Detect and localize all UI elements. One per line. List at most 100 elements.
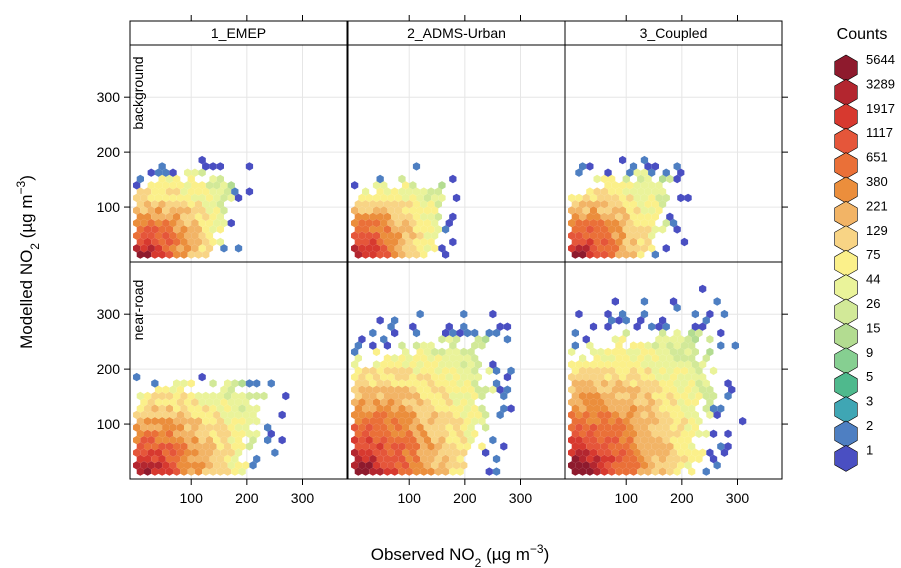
hexbin-cell (224, 442, 232, 451)
hexbin-cell (622, 225, 630, 234)
hexbin-cell (209, 200, 217, 209)
hexbin-cell (611, 461, 619, 470)
hexbin-cell (420, 391, 428, 401)
hexbin-cell (372, 461, 381, 470)
hexbin-cell (655, 435, 663, 445)
hexbin-cell (713, 410, 721, 420)
legend-hex (834, 371, 858, 399)
hexbin-cell (238, 467, 246, 476)
x-tick-label: 300 (291, 490, 315, 506)
legend-label: 3 (866, 394, 873, 409)
legend-label: 5644 (866, 52, 895, 67)
hexbin-cell (162, 181, 170, 190)
hexbin-cell (387, 448, 395, 457)
hexbin-cell (633, 206, 641, 215)
hexbin-cell (633, 218, 641, 228)
hexbin-cell (456, 429, 464, 438)
hexbin-cell (376, 391, 384, 401)
hexbin-cell (198, 181, 206, 190)
hexbin-cell (677, 435, 685, 445)
hexbin-cell (597, 448, 605, 457)
hexbin-cell (452, 347, 461, 357)
x-axis-title-close: ) (544, 545, 550, 564)
hexbin-cell (673, 303, 681, 312)
hexbin-cell (640, 181, 649, 190)
hexbin-cell (688, 467, 696, 476)
hexbin-cell (162, 231, 170, 240)
hexbin-cell (420, 442, 428, 451)
hexbin-cell (677, 193, 685, 203)
hexbin-cell (485, 366, 493, 375)
hexbin-cell (644, 379, 652, 388)
hexbin-cell (133, 448, 141, 457)
hexbin-cell (651, 200, 659, 209)
hexbin-cell (184, 244, 192, 253)
hexbin-cell (449, 454, 457, 464)
hexbin-panel-near-road-1_EMEP (133, 372, 290, 476)
hexbin-cell (640, 423, 649, 432)
hexbin-cell (608, 404, 616, 413)
hexbin-cell (622, 391, 630, 401)
hexbin-cell (571, 225, 579, 234)
hexbin-cell (637, 454, 645, 464)
hexbin-cell (187, 404, 195, 413)
hexbin-cell (604, 322, 612, 331)
hexbin-cell (220, 410, 228, 420)
hexbin-cell (706, 309, 714, 319)
hexbin-cell (173, 174, 181, 184)
hexbin-cell (579, 250, 587, 259)
hexbin-cell (709, 429, 718, 438)
hexbin-cell (640, 448, 649, 457)
hexbin-cell (575, 168, 583, 177)
hexbin-cell (637, 354, 645, 363)
hexbin-cell (589, 206, 598, 215)
hexbin-cell (655, 206, 663, 215)
hexbin-cell (608, 212, 616, 221)
hexbin-cell (173, 404, 181, 413)
hexbin-cell (420, 404, 428, 413)
hexbin-cell (615, 366, 623, 375)
hexbin-cell (669, 335, 678, 344)
hexbin-cell (579, 429, 587, 438)
hexbin-cell (593, 187, 601, 196)
hexbin-cell (412, 442, 421, 451)
hexbin-cell (354, 354, 362, 363)
hexbin-cell (706, 347, 714, 357)
hexbin-cell (640, 244, 649, 253)
hexbin-cell (688, 442, 696, 451)
hexbin-cell (380, 244, 388, 253)
hexbin-cell (575, 461, 583, 470)
hexbin-cell (180, 454, 188, 464)
hexbin-cell (637, 366, 645, 375)
hexbin-cell (198, 244, 206, 253)
hexbin-cell (362, 379, 370, 388)
hexbin-cell (220, 435, 228, 445)
hexbin-cell (383, 429, 391, 438)
hexbin-cell (144, 237, 152, 247)
hexbin-cell (194, 417, 203, 426)
hexbin-cell (597, 360, 605, 369)
hexbin-cell (412, 454, 421, 464)
hexbin-cell (409, 423, 417, 432)
hexbin-cell (365, 423, 373, 432)
hexbin-cell (383, 225, 391, 234)
hexbin-cell (633, 168, 641, 177)
hexbin-cell (633, 448, 641, 457)
hexbin-cell (503, 335, 512, 344)
hexbin-cell (586, 225, 594, 234)
hexbin-cell (151, 225, 159, 234)
hexbin-cell (629, 200, 638, 209)
hexbin-cell (597, 218, 605, 228)
hexbin-cell (608, 391, 616, 401)
hexbin-cell (398, 354, 406, 363)
hexbin-cell (579, 442, 587, 451)
hexbin-cell (644, 212, 652, 221)
hexbin-cell (680, 404, 689, 413)
hexbin-cell (423, 206, 432, 215)
hexbin-cell (456, 404, 464, 413)
hexbin-cell (191, 168, 199, 177)
hexbin-cell (202, 212, 210, 221)
hexbin-cell (666, 174, 674, 184)
hexbin-cell (387, 372, 395, 382)
hexbin-cell (600, 429, 608, 438)
